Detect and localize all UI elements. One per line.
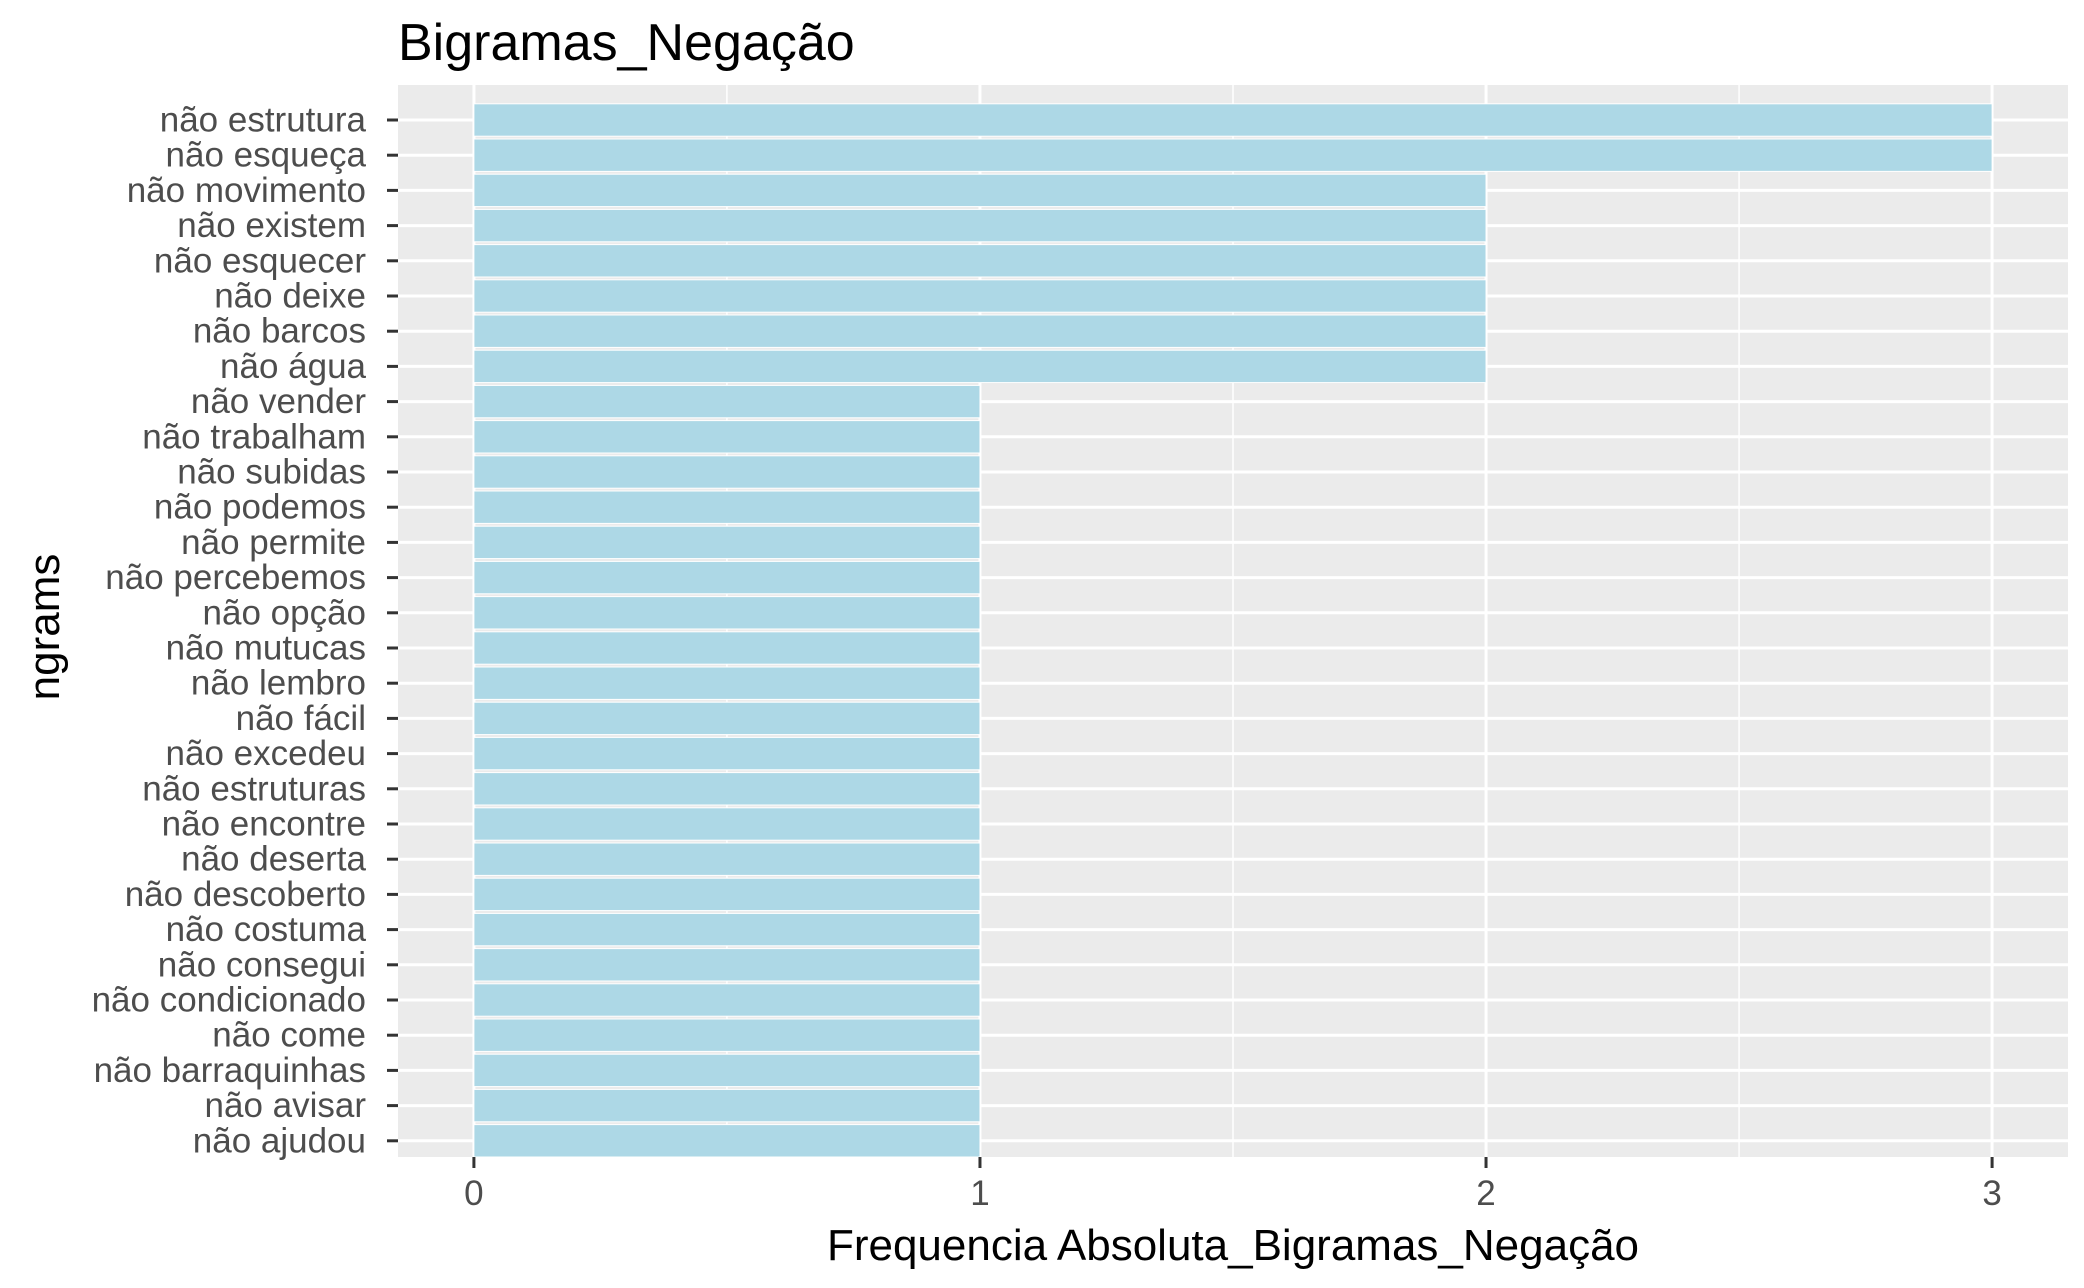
y-tick-label: não lembro: [191, 664, 366, 703]
bar: [473, 807, 981, 841]
chart-title: Bigramas_Negação: [398, 14, 855, 72]
x-tick-label: 0: [464, 1174, 483, 1213]
y-tick-label: não subidas: [177, 453, 366, 492]
bar: [473, 772, 981, 806]
bar: [473, 1053, 981, 1088]
y-tick-label: não come: [212, 1016, 366, 1055]
bar: [473, 420, 981, 454]
y-tick-label: não barraquinhas: [94, 1051, 366, 1090]
bar: [473, 842, 981, 876]
bar: [473, 736, 981, 771]
bar: [473, 384, 981, 419]
y-tick-label: não descoberto: [125, 875, 366, 914]
y-tick-label: não estruturas: [142, 769, 366, 808]
y-tick-label: não avisar: [205, 1086, 367, 1125]
bar: [473, 349, 1487, 384]
y-tick-label: não percebemos: [105, 558, 366, 597]
bar: [473, 666, 981, 700]
y-tick-label: não costuma: [166, 910, 367, 949]
bar: [473, 631, 981, 665]
bar: [473, 244, 1487, 278]
bar: [473, 948, 981, 982]
bar: [473, 596, 981, 630]
y-tick-label: não deserta: [181, 840, 366, 879]
bar: [473, 525, 981, 560]
x-tick-label: 3: [1982, 1174, 2001, 1213]
bar: [473, 173, 1487, 208]
bar: [473, 314, 1487, 348]
x-axis: 0 1 2 3: [464, 1157, 2002, 1213]
y-tick-label: não vender: [191, 382, 366, 421]
y-axis-title: ngrams: [20, 554, 69, 701]
bar: [473, 103, 1993, 137]
x-tick-label: 1: [970, 1174, 989, 1213]
y-tick-label: não condicionado: [92, 981, 366, 1020]
y-tick-label: não movimento: [127, 171, 366, 210]
bar: [473, 560, 981, 595]
bar: [473, 1124, 981, 1158]
y-tick-label: não fácil: [236, 699, 366, 738]
y-tick-label: não deixe: [214, 277, 366, 316]
bar: [473, 138, 1993, 172]
y-tick-label: não trabalham: [142, 417, 366, 456]
bar: [473, 912, 981, 947]
y-tick-label: não excedeu: [166, 734, 366, 773]
y-tick-label: não existem: [177, 206, 366, 245]
bar: [473, 279, 1487, 313]
bar: [473, 983, 981, 1017]
bars: [473, 103, 1993, 1158]
y-tick-label: não podemos: [154, 488, 366, 527]
y-tick-label: não consegui: [158, 945, 366, 984]
bar: [473, 1088, 981, 1123]
y-tick-label: não água: [220, 347, 367, 386]
bar: [473, 1018, 981, 1052]
bar: [473, 490, 981, 524]
x-tick-label: 2: [1476, 1174, 1495, 1213]
y-tick-label: não mutucas: [166, 629, 366, 668]
bar: [473, 701, 981, 736]
bar: [473, 877, 981, 912]
y-tick-label: não barcos: [193, 312, 366, 351]
y-tick-label: não encontre: [162, 805, 366, 844]
y-tick-label: não permite: [181, 523, 366, 562]
y-tick-label: não opção: [203, 593, 366, 632]
y-tick-label: não esquecer: [154, 241, 366, 280]
y-tick-label: não ajudou: [193, 1121, 366, 1160]
x-axis-title: Frequencia Absoluta_Bigramas_Negação: [827, 1221, 1639, 1270]
y-tick-label: não estrutura: [160, 101, 367, 140]
bar: [473, 208, 1487, 243]
bar: [473, 455, 981, 489]
y-tick-label: não esqueça: [166, 136, 367, 175]
